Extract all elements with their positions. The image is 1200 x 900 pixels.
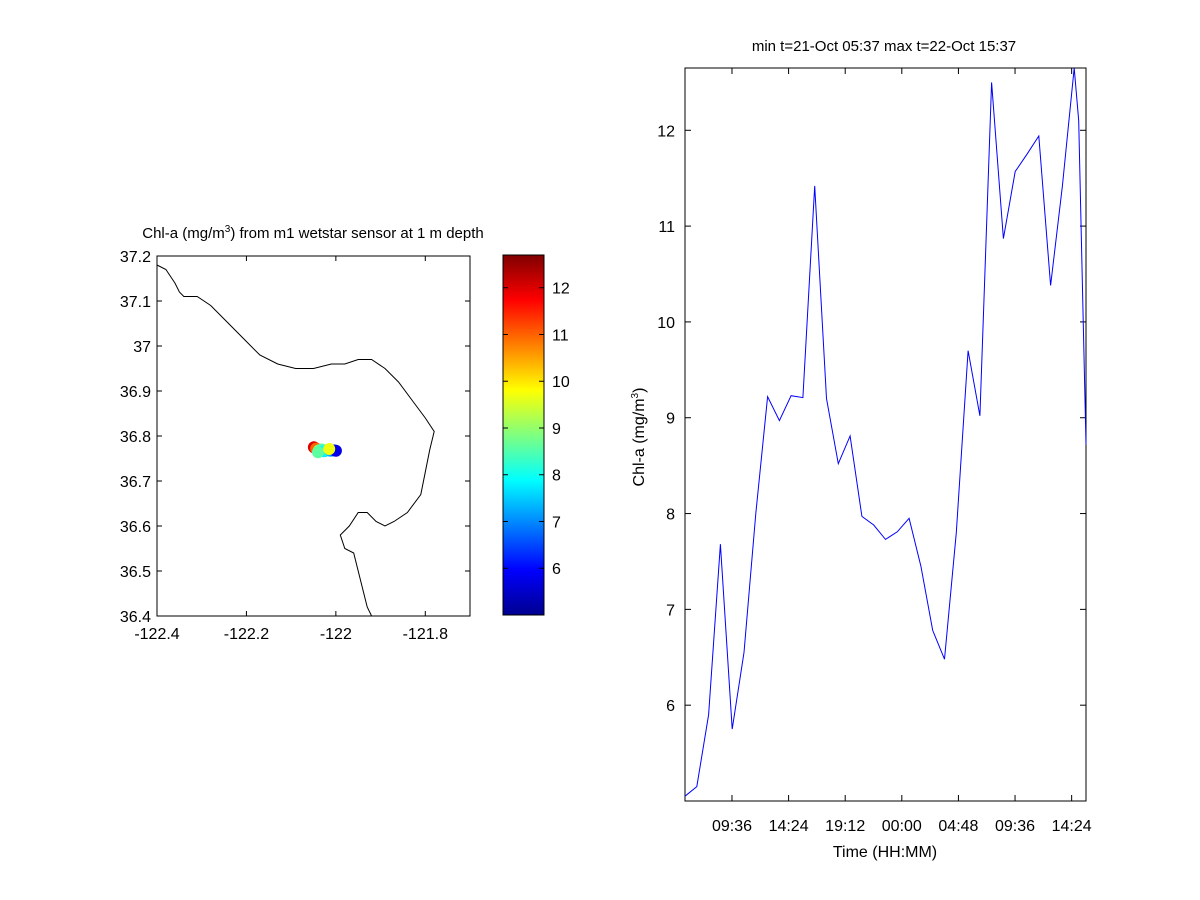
colorbar-tick-label: 8 xyxy=(552,468,561,485)
timeseries-x-tick-label: 14:24 xyxy=(1052,818,1092,835)
timeseries-x-tick-label: 09:36 xyxy=(712,818,752,835)
timeseries-y-tick-label: 7 xyxy=(666,602,675,619)
timeseries-ylabel: Chl-a (mg/m3) xyxy=(630,388,648,487)
colorbar-tick-label: 10 xyxy=(552,374,570,391)
map-y-tick-label: 37.1 xyxy=(120,294,151,311)
timeseries-panel: min t=21-Oct 05:37 max t=22-Oct 15:37 09… xyxy=(630,38,1092,861)
timeseries-xlabel: Time (HH:MM) xyxy=(833,844,937,861)
map-y-tick-label: 37 xyxy=(133,339,151,356)
colorbar-tick-label: 9 xyxy=(552,421,561,438)
map-y-tick-label: 36.9 xyxy=(120,384,151,401)
map-y-tick-label: 36.8 xyxy=(120,429,151,446)
timeseries-y-tick-label: 11 xyxy=(658,219,675,236)
colorbar: 6 7 8 9 10 11 12 xyxy=(502,254,570,616)
colorbar-gradient xyxy=(502,254,545,616)
map-y-tick-label: 36.6 xyxy=(120,519,151,536)
timeseries-y-tick-label: 9 xyxy=(666,411,675,428)
chl-a-series-line xyxy=(684,67,1087,797)
map-x-axis: -122.4 -122.2 -122 -121.8 xyxy=(134,256,448,643)
map-y-axis: 36.4 36.5 36.6 36.7 36.8 36.9 37 37.1 37.2 xyxy=(120,249,470,626)
timeseries-x-tick-label: 14:24 xyxy=(769,818,809,835)
colorbar-ticks: 6 7 8 9 10 11 12 xyxy=(503,281,570,578)
timeseries-lines xyxy=(684,67,1087,797)
map-y-tick-label: 37.2 xyxy=(120,249,151,266)
map-y-tick-label: 36.7 xyxy=(120,474,151,491)
colorbar-tick-label: 6 xyxy=(552,561,561,578)
map-content xyxy=(156,264,435,617)
timeseries-y-tick-label: 8 xyxy=(666,507,675,524)
timeseries-x-tick-label: 04:48 xyxy=(938,818,978,835)
map-plot-area xyxy=(156,255,471,617)
timeseries-y-tick-label: 6 xyxy=(666,698,675,715)
timeseries-y-tick-label: 12 xyxy=(657,123,675,140)
colorbar-tick-label: 7 xyxy=(552,514,561,531)
map-x-tick-label: -121.8 xyxy=(403,626,448,643)
map-y-tick-label: 36.4 xyxy=(120,609,151,626)
timeseries-y-tick-label: 10 xyxy=(657,315,675,332)
map-x-tick-label: -122 xyxy=(320,626,352,643)
map-title: Chl-a (mg/m3) from m1 wetstar sensor at … xyxy=(142,224,484,242)
map-y-tick-label: 36.5 xyxy=(120,564,151,581)
timeseries-x-axis: 09:36 14:24 19:12 00:00 04:48 09:36 14:24 xyxy=(712,68,1092,835)
map-point xyxy=(312,446,324,459)
colorbar-tick-label: 11 xyxy=(552,327,569,344)
map-point xyxy=(323,443,336,455)
timeseries-x-tick-label: 19:12 xyxy=(825,818,865,835)
timeseries-x-tick-label: 09:36 xyxy=(995,818,1035,835)
map-x-tick-label: -122.2 xyxy=(224,626,269,643)
timeseries-title: min t=21-Oct 05:37 max t=22-Oct 15:37 xyxy=(752,38,1016,55)
coastline xyxy=(156,264,435,617)
timeseries-x-tick-label: 00:00 xyxy=(882,818,922,835)
map-x-tick-label: -122.4 xyxy=(134,626,179,643)
colorbar-tick-label: 12 xyxy=(552,281,570,298)
timeseries-y-axis: 6 7 8 9 10 11 12 xyxy=(657,123,1086,715)
map-panel: Chl-a (mg/m3) from m1 wetstar sensor at … xyxy=(120,224,484,643)
timeseries-plot-area xyxy=(684,67,1087,802)
